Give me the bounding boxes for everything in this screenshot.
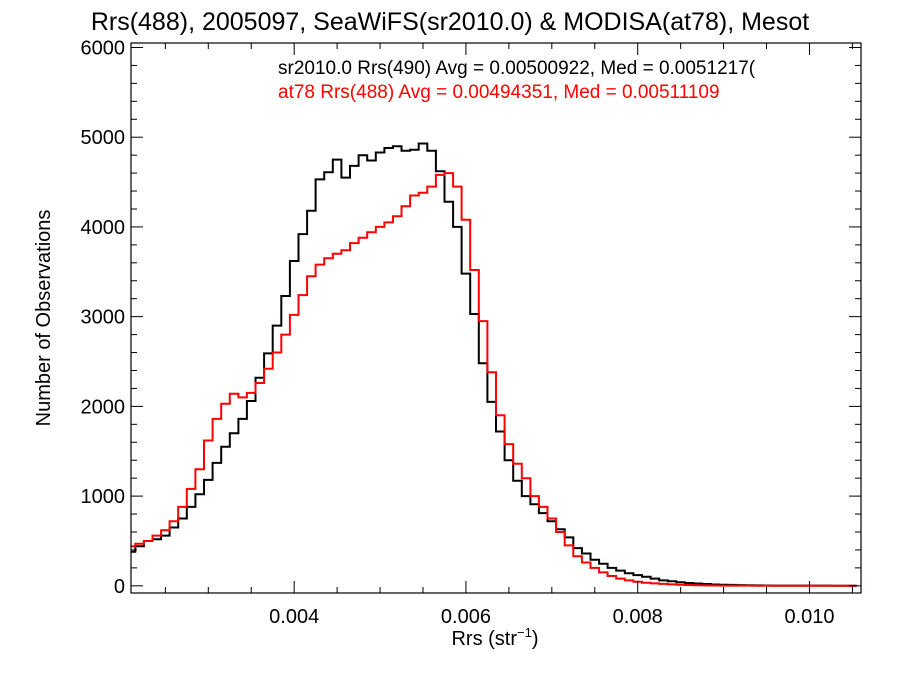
y-tick-label: 1000 <box>81 486 126 508</box>
x-tick-label: 0.006 <box>441 606 491 628</box>
y-tick-label: 3000 <box>81 307 126 329</box>
series-line-at78 <box>131 172 857 587</box>
x-axis-label-sup: −1 <box>517 625 532 640</box>
legend-entry-at78: at78 Rrs(488) Avg = 0.00494351, Med = 0.… <box>278 82 720 103</box>
y-tick-label: 0 <box>114 576 125 598</box>
series-line-sr2010 <box>131 142 857 587</box>
x-tick-label: 0.010 <box>784 606 834 628</box>
axes: 0.004 0.006 0.008 0.010 0 1000 2000 3000 4000 500… <box>81 37 862 628</box>
series-layer <box>131 142 857 587</box>
chart-title: Rrs(488), 2005097, SeaWiFS(sr2010.0) & M… <box>91 8 809 36</box>
x-tick-label: 0.008 <box>613 606 663 628</box>
plot-area <box>131 142 857 587</box>
y-tick-label: 5000 <box>81 127 126 149</box>
plot-frame <box>130 42 862 594</box>
y-axis-label: Number of Observations <box>33 210 55 427</box>
x-axis-label-end: ) <box>532 628 539 650</box>
y-tick-label: 2000 <box>81 396 126 418</box>
y-tick-label: 6000 <box>81 37 126 59</box>
x-tick-label: 0.004 <box>269 606 319 628</box>
y-tick-label: 4000 <box>81 217 126 239</box>
legend-entry-sr2010: sr2010.0 Rrs(490) Avg = 0.00500922, Med … <box>278 58 756 79</box>
x-axis-label-main: Rrs (str <box>451 628 517 650</box>
x-axis-label: Rrs (str−1) <box>451 625 538 650</box>
